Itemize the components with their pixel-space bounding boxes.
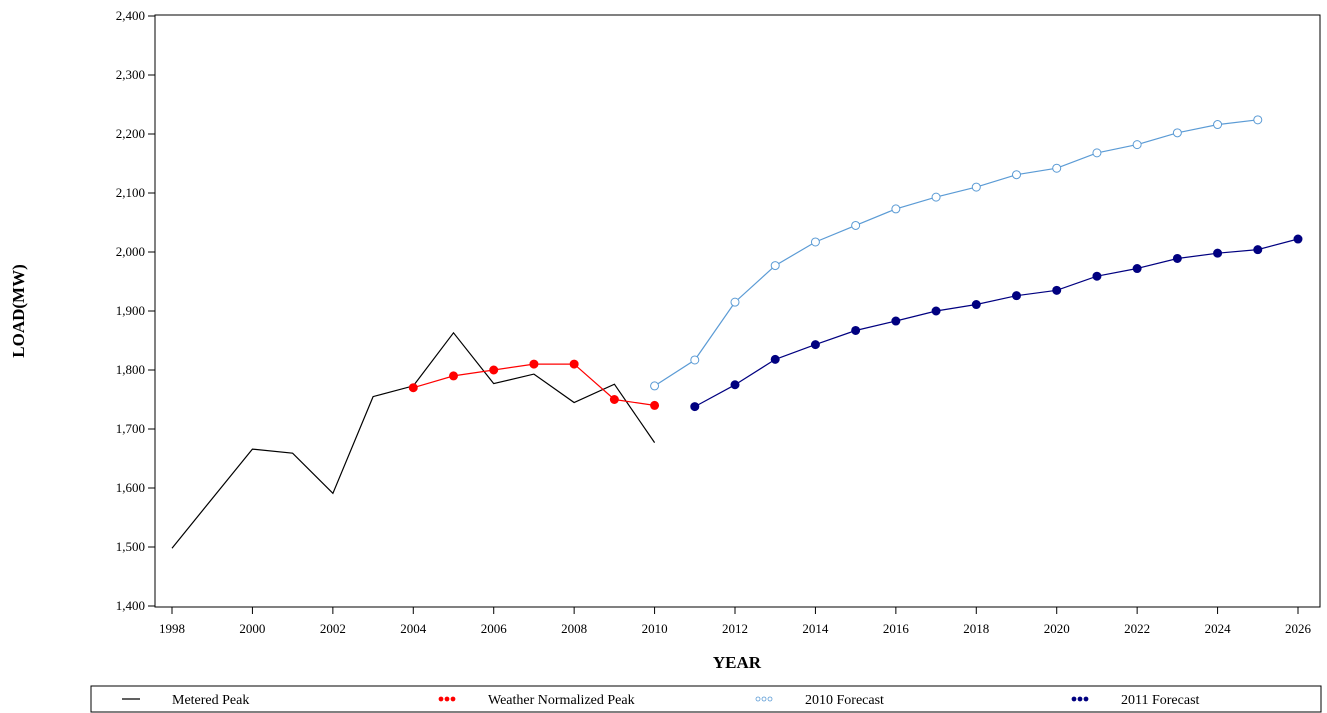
- y-tick-label: 1,400: [116, 598, 145, 613]
- x-tick-label: 2012: [722, 621, 748, 636]
- data-point-2010-forecast: [1012, 170, 1021, 180]
- data-point-2010-forecast: [1253, 115, 1263, 125]
- series-line-2010-forecast: [654, 119, 1258, 387]
- x-tick-label: 2010: [642, 621, 668, 636]
- data-point-2011-forecast: [810, 340, 820, 350]
- legend-item-2010-forecast: 2010 Forecast: [755, 693, 884, 708]
- legend-swatch: [438, 696, 456, 702]
- legend-item-metered-peak: Metered Peak: [122, 693, 249, 708]
- x-tick-label: 2002: [320, 621, 346, 636]
- data-point-weather-normalized-peak: [569, 359, 579, 369]
- data-point-2011-forecast: [1092, 271, 1102, 281]
- legend-item-2011-forecast: 2011 Forecast: [1071, 693, 1200, 708]
- y-tick-label: 2,000: [116, 244, 145, 259]
- y-tick-label: 1,500: [116, 539, 145, 554]
- x-tick-label: 2004: [400, 621, 427, 636]
- y-tick-label: 2,300: [116, 67, 145, 82]
- x-tick-label: 2008: [561, 621, 587, 636]
- legend-label: Weather Normalized Peak: [488, 693, 635, 708]
- legend-label: 2010 Forecast: [805, 693, 884, 708]
- y-tick-label: 2,100: [116, 185, 145, 200]
- x-tick-label: 2000: [239, 621, 265, 636]
- data-point-2011-forecast: [971, 300, 981, 310]
- data-point-weather-normalized-peak: [529, 359, 539, 369]
- data-point-2010-forecast: [1213, 120, 1223, 130]
- legend-label: 2011 Forecast: [1121, 693, 1200, 708]
- y-axis: 1,400 1,500 1,600 1,700 1,800 1,900 2,000 2,100…: [116, 8, 155, 613]
- data-point-2011-forecast: [1293, 234, 1303, 244]
- legend-swatch: [755, 696, 773, 702]
- y-tick-label: 1,700: [116, 421, 145, 436]
- data-point-weather-normalized-peak: [449, 371, 458, 381]
- legend-item-weather-normalized-peak: Weather Normalized Peak: [438, 693, 635, 708]
- legend-box: [90, 685, 1322, 713]
- data-point-2010-forecast: [1132, 140, 1142, 150]
- x-tick-label: 2014: [802, 621, 829, 636]
- data-point-2011-forecast: [891, 316, 901, 326]
- x-tick-label: 2024: [1205, 621, 1232, 636]
- data-point-weather-normalized-peak: [489, 365, 499, 375]
- series-layer: [171, 115, 1303, 549]
- data-point-2011-forecast: [730, 380, 740, 390]
- y-tick-label: 1,600: [116, 480, 145, 495]
- data-point-2010-forecast: [971, 182, 981, 192]
- x-tick-label: 2022: [1124, 621, 1150, 636]
- legend-swatch: [1071, 696, 1089, 702]
- data-point-2011-forecast: [1012, 291, 1021, 301]
- series-2011-forecast: [690, 234, 1303, 412]
- data-point-2011-forecast: [1132, 264, 1142, 274]
- data-point-2011-forecast: [1052, 285, 1062, 295]
- x-tick-label: 2016: [883, 621, 910, 636]
- data-point-2011-forecast: [931, 306, 941, 316]
- data-point-weather-normalized-peak: [408, 383, 418, 393]
- x-axis: 1998 2000 2002 2004 2006 2008 2010 2012 2014 2016…: [159, 607, 1312, 636]
- data-point-2010-forecast: [730, 297, 740, 307]
- data-point-2010-forecast: [931, 192, 941, 202]
- data-point-2011-forecast: [770, 354, 780, 364]
- x-axis-title: YEAR: [713, 653, 762, 672]
- data-point-2011-forecast: [1172, 253, 1182, 263]
- data-point-2010-forecast: [1052, 163, 1062, 173]
- series-weather-normalized-peak: [408, 359, 660, 410]
- data-point-2010-forecast: [650, 381, 660, 391]
- data-point-2010-forecast: [810, 237, 820, 247]
- data-point-weather-normalized-peak: [650, 400, 660, 410]
- data-point-2011-forecast: [851, 325, 861, 335]
- series-line-2011-forecast: [694, 238, 1299, 408]
- y-axis-title: LOAD(MW): [9, 264, 28, 357]
- x-tick-label: 2018: [963, 621, 989, 636]
- data-point-2011-forecast: [690, 402, 700, 412]
- plot-area: [154, 14, 1321, 608]
- data-point-2011-forecast: [1213, 248, 1223, 258]
- data-point-2010-forecast: [1172, 128, 1182, 138]
- data-point-2010-forecast: [891, 204, 901, 214]
- data-point-2010-forecast: [770, 261, 780, 271]
- series-2010-forecast: [650, 115, 1263, 391]
- y-tick-label: 2,400: [116, 8, 145, 23]
- x-tick-label: 2020: [1044, 621, 1070, 636]
- x-tick-label: 2026: [1285, 621, 1312, 636]
- data-point-weather-normalized-peak: [609, 395, 619, 404]
- data-point-2010-forecast: [1092, 148, 1102, 158]
- legend: Metered Peak Weather Normalized Peak 2010 …: [90, 685, 1322, 713]
- data-point-2010-forecast: [851, 220, 861, 230]
- y-tick-label: 1,800: [116, 362, 145, 377]
- data-point-2011-forecast: [1253, 245, 1263, 255]
- y-tick-label: 1,900: [116, 303, 145, 318]
- x-tick-label: 1998: [159, 621, 185, 636]
- x-tick-label: 2006: [481, 621, 508, 636]
- y-tick-label: 2,200: [116, 126, 145, 141]
- legend-label: Metered Peak: [172, 693, 249, 708]
- data-point-2010-forecast: [690, 355, 700, 365]
